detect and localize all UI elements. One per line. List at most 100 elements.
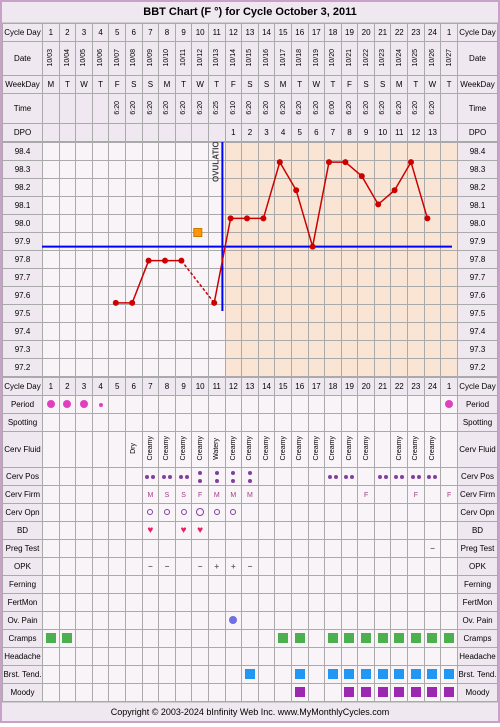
temp-cell (125, 287, 142, 305)
cell: 10/15 (242, 42, 259, 76)
cerv-pos-icon (176, 472, 192, 481)
sym-cell (325, 630, 342, 648)
cell: 6 (125, 378, 142, 396)
sym-cell (358, 666, 375, 684)
sym-cell (76, 594, 93, 612)
cell: 10/07 (109, 42, 126, 76)
sym-label: Preg Test (3, 540, 43, 558)
cell: 6:20 (109, 94, 126, 124)
sym-cell (242, 594, 259, 612)
sym-cell (424, 594, 441, 612)
sym-cell (43, 594, 60, 612)
sym-cell (408, 612, 425, 630)
temp-cell (441, 161, 458, 179)
sym-cell (192, 468, 209, 486)
symptom-grid: Cycle Day1234567891011121314151617181920… (2, 377, 498, 702)
sym-cell: F (358, 486, 375, 504)
cell: 6 (125, 24, 142, 42)
sym-cell (92, 468, 109, 486)
sym-cell (441, 576, 458, 594)
temp-cell (424, 341, 441, 359)
sym-cell (125, 522, 142, 540)
temp-cell (258, 359, 275, 377)
sym-cell (308, 612, 325, 630)
cell: 23 (408, 378, 425, 396)
sym-cell (125, 486, 142, 504)
cramps-icon (295, 633, 305, 643)
temp-cell (275, 341, 292, 359)
sym-cell (341, 576, 358, 594)
temp-cell (441, 179, 458, 197)
sym-cell (175, 414, 192, 432)
heart-icon: ♥ (181, 525, 187, 536)
cell: 10 (192, 24, 209, 42)
sym-cell (59, 666, 76, 684)
period-icon (47, 400, 55, 408)
temp-scale-right: 97.4 (458, 323, 498, 341)
sym-cell: Creamy (291, 432, 308, 468)
sym-cell (391, 504, 408, 522)
sym-cell (275, 558, 292, 576)
temp-cell (358, 359, 375, 377)
sym-cell (374, 414, 391, 432)
sym-cell: Creamy (192, 432, 209, 468)
cell: F (109, 76, 126, 94)
cell: 15 (275, 378, 292, 396)
cell: 10/05 (76, 42, 93, 76)
temp-cell (275, 197, 292, 215)
temp-cell (76, 161, 93, 179)
temp-cell (358, 269, 375, 287)
sym-cell (341, 648, 358, 666)
sym-cell (358, 540, 375, 558)
temp-grid: 98.498.498.398.398.298.298.198.198.098.0… (2, 142, 498, 377)
sym-cell (341, 558, 358, 576)
temp-cell (408, 359, 425, 377)
temp-scale: 97.5 (3, 305, 43, 323)
sym-cell (291, 486, 308, 504)
sym-label: Cerv Fluid (3, 432, 43, 468)
cerv-pos-icon (408, 472, 424, 481)
sym-cell (142, 630, 159, 648)
sym-cell (76, 684, 93, 702)
cell: 6:20 (159, 94, 176, 124)
sym-cell: − (424, 540, 441, 558)
cell: 13 (424, 124, 441, 142)
sym-cell (92, 486, 109, 504)
temp-cell (76, 323, 93, 341)
cell: 10/12 (192, 42, 209, 76)
sym-cell (258, 522, 275, 540)
cell: 3 (258, 124, 275, 142)
temp-scale: 97.6 (3, 287, 43, 305)
sym-cell (109, 684, 126, 702)
sym-cell (142, 396, 159, 414)
sym-label-right: BD (458, 522, 498, 540)
cell: 10/24 (391, 42, 408, 76)
cell: 8 (159, 378, 176, 396)
cell: 6:00 (325, 94, 342, 124)
sym-cell (76, 468, 93, 486)
sym-cell (175, 540, 192, 558)
sym-cell (76, 666, 93, 684)
temp-cell (441, 197, 458, 215)
temp-cell (275, 233, 292, 251)
temp-cell (59, 287, 76, 305)
brst-tend-icon (328, 669, 338, 679)
sym-cell (374, 540, 391, 558)
sym-cell (242, 666, 259, 684)
row-label-right: DPO (458, 124, 498, 142)
temp-cell (208, 233, 225, 251)
temp-cell (208, 305, 225, 323)
temp-cell (109, 197, 126, 215)
cramps-icon (278, 633, 288, 643)
temp-cell (125, 251, 142, 269)
sym-cell (175, 396, 192, 414)
temp-cell (308, 341, 325, 359)
sym-cell: Creamy (225, 432, 242, 468)
sym-cell (275, 594, 292, 612)
cell: 6:20 (125, 94, 142, 124)
sym-cell (125, 666, 142, 684)
temp-cell (225, 179, 242, 197)
sym-cell (59, 504, 76, 522)
temp-cell (424, 197, 441, 215)
temp-scale-right: 97.8 (458, 251, 498, 269)
